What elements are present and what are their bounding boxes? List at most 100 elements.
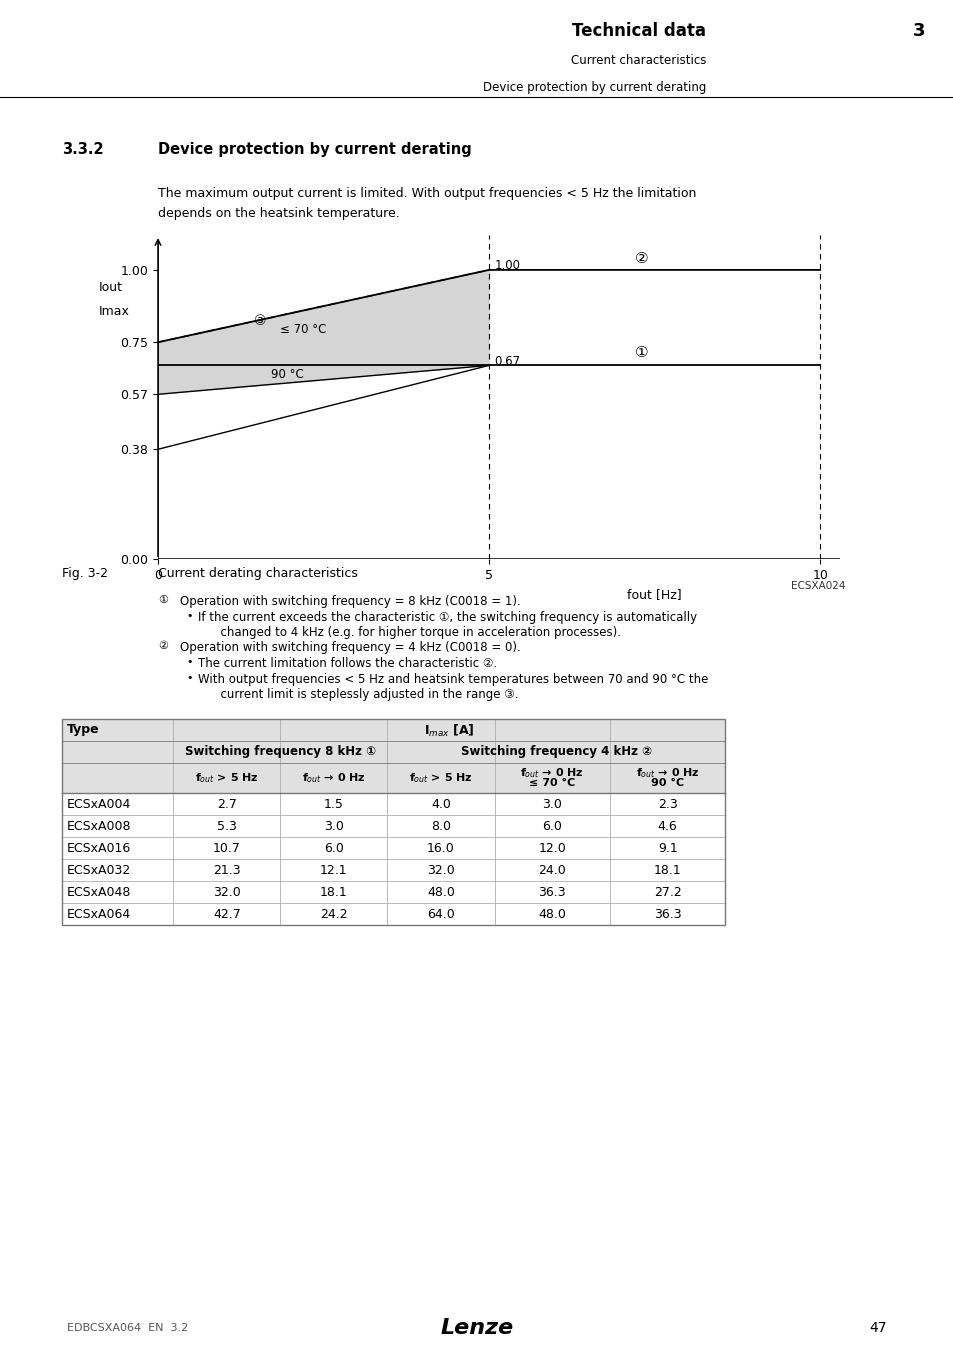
Bar (387, 882, 494, 903)
Text: 32.0: 32.0 (213, 886, 240, 899)
Text: •: • (186, 657, 193, 667)
Text: ②: ② (158, 641, 168, 651)
Bar (494, 720, 609, 741)
Text: 12.1: 12.1 (320, 864, 347, 878)
Text: •: • (186, 674, 193, 683)
Text: The current limitation follows the characteristic ②.: The current limitation follows the chara… (198, 657, 497, 670)
Bar (173, 794, 280, 815)
Text: 10.7: 10.7 (213, 842, 240, 855)
Text: 8.0: 8.0 (431, 821, 451, 833)
Bar (62, 859, 173, 882)
Bar (609, 859, 724, 882)
Text: 24.2: 24.2 (320, 909, 347, 921)
Bar (173, 741, 280, 763)
Bar (609, 763, 724, 794)
Text: 64.0: 64.0 (427, 909, 455, 921)
Bar (173, 859, 280, 882)
Bar (609, 882, 724, 903)
Text: ECSxA032: ECSxA032 (67, 864, 132, 878)
Bar (62, 815, 173, 837)
Bar (494, 741, 609, 763)
Bar (494, 763, 609, 794)
Text: 0.67: 0.67 (494, 355, 520, 367)
Text: Operation with switching frequency = 8 kHz (C0018 = 1).: Operation with switching frequency = 8 k… (180, 595, 520, 609)
Bar (280, 741, 387, 763)
Bar (387, 741, 494, 763)
Text: f$_{out}$ > 5 Hz: f$_{out}$ > 5 Hz (409, 771, 473, 784)
Text: 32.0: 32.0 (427, 864, 455, 878)
Text: The maximum output current is limited. With output frequencies < 5 Hz the limita: The maximum output current is limited. W… (158, 188, 696, 200)
Text: ECSxA048: ECSxA048 (67, 886, 132, 899)
Text: 48.0: 48.0 (427, 886, 455, 899)
Text: 27.2: 27.2 (653, 886, 680, 899)
Text: 18.1: 18.1 (319, 886, 348, 899)
Bar (387, 837, 494, 859)
Text: ①: ① (158, 595, 168, 605)
Text: 24.0: 24.0 (537, 864, 565, 878)
Text: 4.0: 4.0 (431, 798, 451, 811)
Text: 3.3.2: 3.3.2 (62, 142, 104, 157)
Text: ②: ② (634, 251, 647, 266)
Text: 42.7: 42.7 (213, 909, 240, 921)
Text: ①: ① (634, 344, 647, 360)
Bar (280, 794, 387, 815)
Polygon shape (158, 270, 489, 394)
Bar (494, 882, 609, 903)
Text: ≤ 70 °C: ≤ 70 °C (280, 324, 327, 336)
Text: Technical data: Technical data (572, 22, 705, 40)
Text: •: • (186, 612, 193, 621)
Bar (173, 815, 280, 837)
Text: I$_{max}$ [A]: I$_{max}$ [A] (423, 724, 475, 740)
Text: ECSxA016: ECSxA016 (67, 842, 132, 855)
Text: depends on the heatsink temperature.: depends on the heatsink temperature. (158, 207, 399, 220)
Text: f$_{out}$ > 5 Hz: f$_{out}$ > 5 Hz (194, 771, 258, 784)
Text: 3.0: 3.0 (541, 798, 561, 811)
Bar (387, 794, 494, 815)
Text: Type: Type (67, 724, 99, 736)
Text: ③: ③ (254, 313, 267, 328)
Text: ECSxA004: ECSxA004 (67, 798, 132, 811)
Text: ECSxA064: ECSxA064 (67, 909, 132, 921)
Text: Current characteristics: Current characteristics (570, 54, 705, 66)
Text: ECSxA008: ECSxA008 (67, 821, 132, 833)
Text: f$_{out}$ → 0 Hz: f$_{out}$ → 0 Hz (635, 767, 699, 780)
Bar (62, 720, 173, 741)
Text: 47: 47 (869, 1322, 886, 1335)
Bar (494, 794, 609, 815)
Text: Operation with switching frequency = 4 kHz (C0018 = 0).: Operation with switching frequency = 4 k… (180, 641, 520, 655)
Bar (62, 794, 173, 815)
Text: If the current exceeds the characteristic ①, the switching frequency is automati: If the current exceeds the characteristi… (198, 612, 697, 639)
Text: 90 °C: 90 °C (650, 778, 683, 788)
Text: Device protection by current derating: Device protection by current derating (482, 81, 705, 95)
Bar (609, 794, 724, 815)
Bar (62, 763, 173, 794)
Text: 9.1: 9.1 (657, 842, 677, 855)
Bar (609, 720, 724, 741)
Text: Current derating characteristics: Current derating characteristics (158, 567, 357, 580)
Text: 6.0: 6.0 (541, 821, 561, 833)
Bar (173, 882, 280, 903)
Text: 1.00: 1.00 (494, 259, 519, 273)
Text: ECSXA024: ECSXA024 (791, 582, 845, 591)
Text: 4.6: 4.6 (657, 821, 677, 833)
Bar (62, 837, 173, 859)
Bar (62, 882, 173, 903)
Text: 2.7: 2.7 (216, 798, 236, 811)
Bar (280, 859, 387, 882)
Bar (387, 763, 494, 794)
Text: 2.3: 2.3 (657, 798, 677, 811)
Bar (173, 763, 280, 794)
Bar (62, 720, 724, 925)
Bar (494, 903, 609, 925)
Text: Iout: Iout (98, 282, 122, 294)
Bar (387, 720, 494, 741)
Bar (609, 837, 724, 859)
Bar (173, 837, 280, 859)
Text: Lenze: Lenze (440, 1319, 513, 1338)
Text: With output frequencies < 5 Hz and heatsink temperatures between 70 and 90 °C th: With output frequencies < 5 Hz and heats… (198, 674, 708, 701)
Text: 48.0: 48.0 (537, 909, 566, 921)
Text: Imax: Imax (98, 305, 130, 317)
Text: 36.3: 36.3 (653, 909, 680, 921)
Text: Fig. 3-2: Fig. 3-2 (62, 567, 108, 580)
Text: 3: 3 (912, 22, 924, 40)
